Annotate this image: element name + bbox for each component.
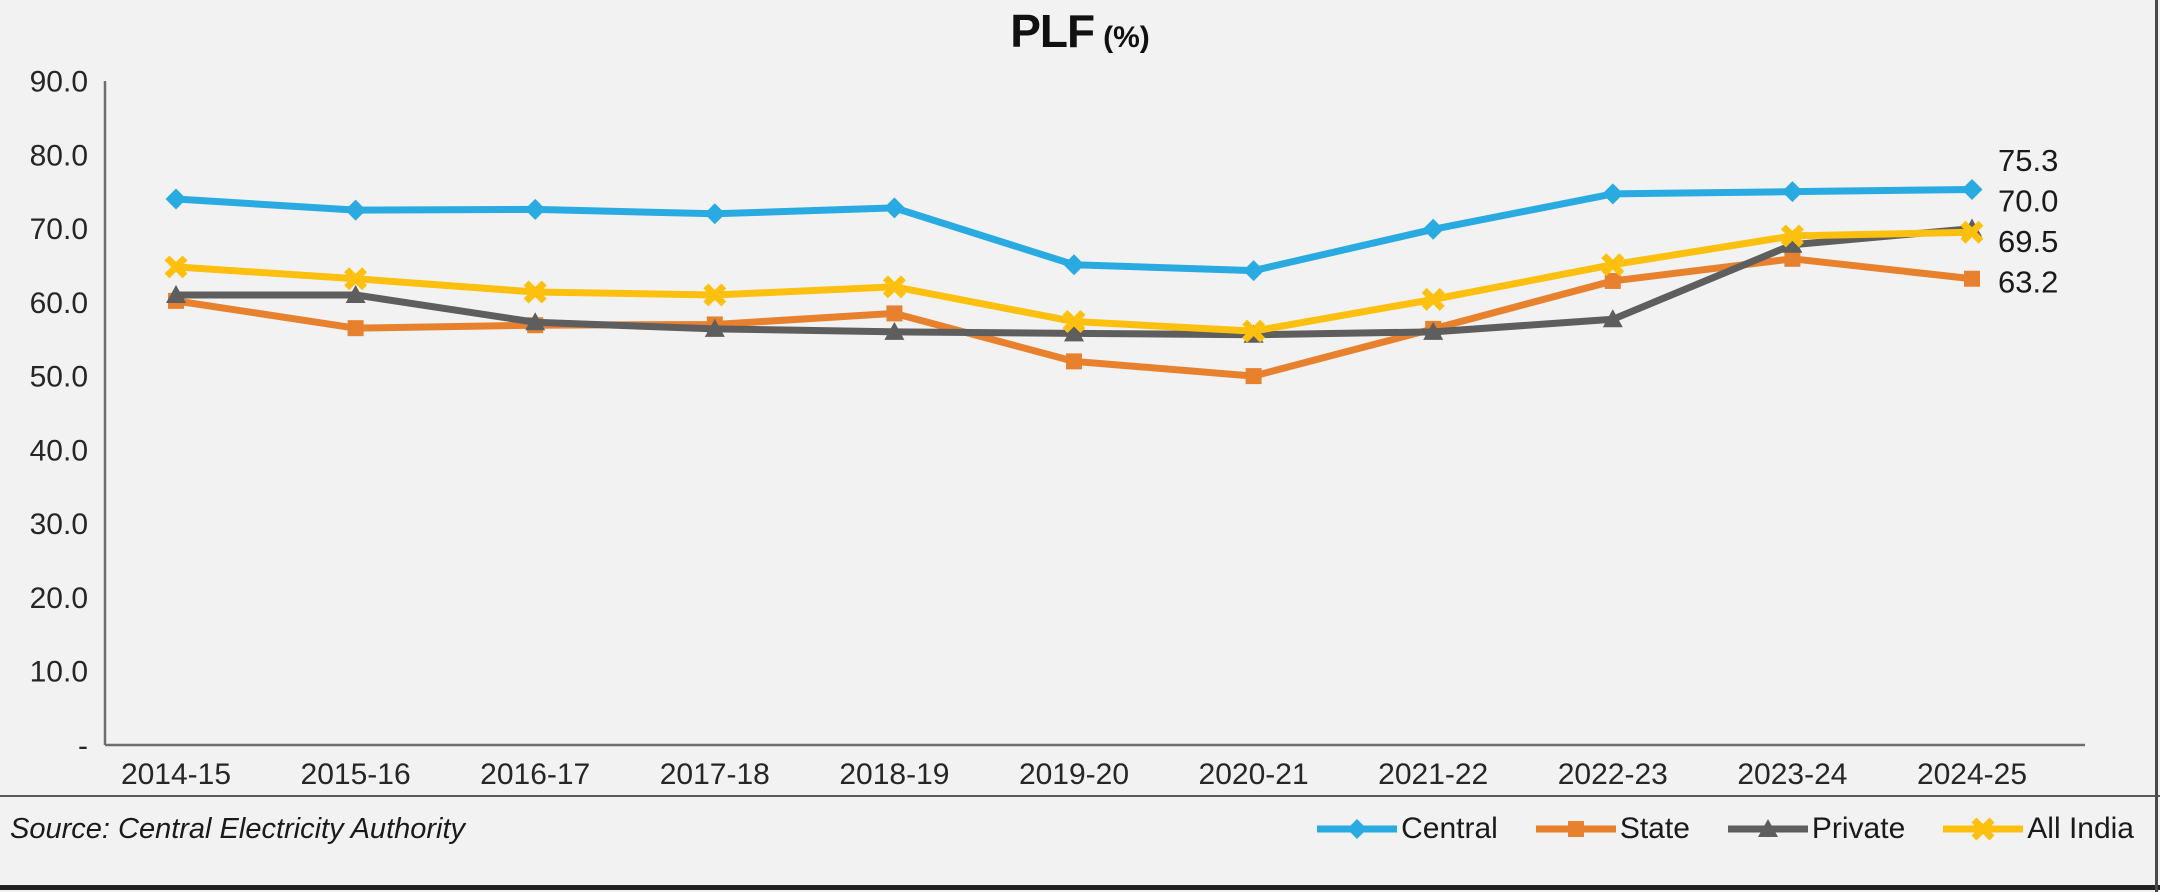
chart-title-main: PLF	[1010, 5, 1095, 57]
data-point-marker-x	[164, 255, 188, 279]
x-tick-label: 2023-24	[1737, 758, 1847, 791]
x-tick-label: 2017-18	[660, 758, 770, 791]
x-tick-label: 2018-19	[839, 758, 949, 791]
x-tick-label: 2014-15	[121, 758, 231, 791]
data-point-marker-square	[1964, 270, 1980, 287]
data-point-marker-x	[344, 267, 368, 291]
chart-title: PLF (%)	[0, 4, 2160, 58]
y-tick-label: 70.0	[30, 213, 88, 246]
x-tick-label: 2020-21	[1199, 758, 1309, 791]
y-tick-label: 60.0	[30, 287, 88, 320]
data-point-marker-diamond	[704, 203, 726, 225]
legend-marker-icon	[1971, 817, 1995, 841]
data-point-marker-triangle	[166, 284, 186, 303]
x-tick-label: 2024-25	[1917, 758, 2027, 791]
legend-swatch-diamond-icon	[1317, 819, 1398, 839]
data-point-marker-diamond	[883, 197, 905, 219]
data-point-marker-triangle	[704, 318, 725, 337]
x-tick-label: 2019-20	[1019, 758, 1129, 791]
data-point-marker-triangle	[1782, 234, 1803, 253]
legend-label: Private	[1811, 812, 1906, 845]
plot-area: 90.080.070.060.050.040.030.020.010.0-201…	[30, 66, 2085, 791]
y-tick-label: -	[78, 730, 88, 763]
legend-item-all-india: All India	[1941, 812, 2134, 846]
series-end-label: 75.3	[1998, 143, 2058, 178]
series-end-label: 69.5	[1998, 224, 2058, 259]
y-tick-label: 90.0	[30, 66, 88, 99]
data-point-marker-x	[882, 275, 906, 299]
data-point-marker-x	[1960, 220, 1984, 244]
data-point-marker-diamond	[524, 198, 546, 220]
data-point-marker-square	[1784, 250, 1801, 267]
data-point-marker-triangle	[1423, 321, 1444, 340]
data-point-marker-triangle	[525, 312, 546, 331]
data-point-marker-square	[1604, 272, 1621, 289]
chart-title-suffix: (%)	[1103, 21, 1150, 54]
legend-swatch-x-icon	[1943, 817, 2024, 841]
legend-swatch-triangle-icon	[1727, 819, 1808, 837]
data-point-marker-square	[1245, 368, 1262, 385]
series-private	[166, 218, 1982, 343]
data-point-marker-square	[886, 305, 903, 322]
legend: Central State Private All India	[1315, 812, 2134, 846]
data-point-marker-x	[1421, 287, 1445, 311]
series-end-label: 70.0	[1998, 184, 2058, 219]
data-point-marker-diamond	[345, 199, 367, 221]
legend-swatch-square-icon	[1535, 821, 1616, 837]
data-point-marker-diamond	[1422, 218, 1444, 240]
x-tick-label: 2021-22	[1378, 758, 1488, 791]
data-point-marker-diamond	[1243, 260, 1265, 282]
data-point-marker-diamond	[1961, 178, 1983, 200]
y-tick-label: 50.0	[30, 361, 88, 394]
x-tick-label: 2015-16	[301, 758, 411, 791]
legend-label: State	[1619, 812, 1690, 845]
series-end-label: 63.2	[1998, 265, 2058, 300]
source-note: Source: Central Electricity Authority	[10, 812, 466, 845]
data-point-marker-triangle	[884, 321, 905, 340]
legend-marker-icon	[1347, 819, 1368, 839]
data-point-marker-square	[1066, 353, 1082, 370]
y-tick-label: 40.0	[30, 434, 88, 467]
y-tick-label: 20.0	[30, 582, 88, 615]
right-border	[2155, 0, 2158, 892]
data-point-marker-diamond	[165, 188, 187, 210]
data-point-marker-square	[347, 320, 364, 337]
data-point-marker-triangle	[1064, 323, 1084, 342]
y-tick-label: 80.0	[30, 139, 88, 172]
data-point-marker-x	[1601, 253, 1625, 277]
data-point-marker-x	[1062, 310, 1086, 333]
data-point-marker-x	[1242, 319, 1266, 343]
legend-label: All India	[2027, 812, 2134, 845]
legend-marker-icon	[1757, 819, 1778, 837]
legend-item-central: Central	[1315, 812, 1498, 846]
data-point-marker-x	[703, 283, 727, 307]
data-point-marker-triangle	[345, 284, 366, 303]
data-point-marker-diamond	[1602, 183, 1624, 205]
series-all-india	[164, 220, 1984, 343]
data-point-marker-x	[523, 280, 547, 304]
legend-marker-icon	[1567, 821, 1584, 837]
legend-item-private: Private	[1726, 812, 1905, 846]
separator-line	[0, 795, 2160, 797]
series-central	[165, 178, 1983, 282]
y-tick-label: 30.0	[30, 508, 88, 541]
data-point-marker-diamond	[1063, 254, 1085, 276]
chart-footer: Source: Central Electricity Authority Ce…	[0, 798, 2160, 860]
legend-item-state: State	[1534, 812, 1690, 846]
legend-label: Central	[1401, 812, 1498, 845]
bottom-border	[0, 885, 2160, 890]
x-tick-label: 2016-17	[480, 758, 590, 791]
data-point-marker-diamond	[1781, 181, 1803, 203]
y-tick-label: 10.0	[30, 656, 88, 689]
data-point-marker-triangle	[1602, 309, 1623, 328]
x-tick-label: 2022-23	[1558, 758, 1668, 791]
data-point-marker-x	[1780, 224, 1804, 248]
